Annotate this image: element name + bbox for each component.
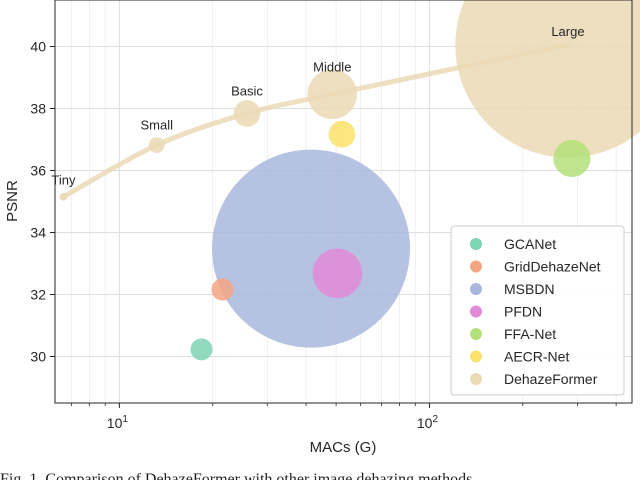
legend-marker-dehazeformer	[470, 373, 482, 385]
annotation-small: Small	[141, 118, 174, 133]
legend-marker-ffa-net	[470, 328, 482, 340]
legend-label-dehazeformer: DehazeFormer	[504, 371, 598, 387]
legend-marker-pfdn	[470, 305, 482, 318]
dehazeformer-point-tiny	[59, 192, 68, 201]
plot-frame	[54, 0, 633, 404]
legend-marker-aecr-net	[470, 350, 482, 363]
data-points	[59, 0, 640, 361]
legend-label-msbdn: MSBDN	[504, 281, 555, 297]
legend-label-pfdn: PFDN	[504, 304, 542, 320]
chart: Tiny Small Basic Middle Large 101 102 30 32 34 36…	[4, 0, 640, 456]
legend-label-gcanet: GCANet	[504, 236, 556, 252]
legend-marker-gcanet	[470, 238, 482, 250]
dehazeformer-point-large	[455, 0, 640, 158]
legend-label-griddehazenet: GridDehazeNet	[504, 259, 601, 275]
x-tick-label: 101	[107, 414, 129, 431]
y-tick-label: 30	[30, 349, 46, 365]
legend-marker-msbdn	[470, 283, 482, 295]
annotation-large: Large	[551, 24, 584, 39]
annotation-middle: Middle	[313, 60, 351, 75]
y-tick-label: 32	[30, 287, 46, 303]
y-tick-label: 34	[30, 225, 46, 241]
gcanet-point	[190, 338, 213, 361]
x-tick-label: 102	[417, 414, 439, 431]
axes: 101 102 30 32 34 36 38 40	[30, 39, 617, 431]
y-tick-label: 38	[30, 101, 46, 117]
y-tick-label: 40	[30, 39, 46, 55]
x-axis-title: MACs (G)	[310, 439, 377, 456]
point-labels: Tiny Small Basic Middle Large	[51, 24, 584, 188]
pfdn-point	[312, 248, 363, 299]
ffa-net-point	[553, 139, 591, 177]
annotation-basic: Basic	[231, 83, 263, 98]
y-tick-label: 36	[30, 163, 46, 179]
msbdn-point	[212, 149, 411, 348]
legend-box	[450, 225, 625, 396]
dehazeformer-point-small	[148, 137, 165, 154]
figure-caption: Fig. 1. Comparison of DehazeFormer with …	[0, 466, 640, 480]
legend-label-ffa-net: FFA-Net	[504, 326, 556, 342]
legend: GCANet GridDehazeNet MSBDN PFDN FFA-Net AECR-…	[450, 225, 625, 396]
annotation-tiny: Tiny	[51, 172, 76, 187]
legend-marker-griddehazenet	[470, 260, 482, 273]
legend-label-aecr-net: AECR-Net	[504, 349, 569, 365]
aecr-net-point	[328, 120, 356, 148]
griddehazenet-point	[211, 278, 234, 301]
figure-caption-text: Fig. 1. Comparison of DehazeFormer with …	[0, 471, 473, 480]
y-axis-title: PSNR	[4, 180, 21, 222]
dehazeformer-point-basic	[233, 100, 261, 127]
dehazeformer-point-middle	[307, 69, 358, 119]
